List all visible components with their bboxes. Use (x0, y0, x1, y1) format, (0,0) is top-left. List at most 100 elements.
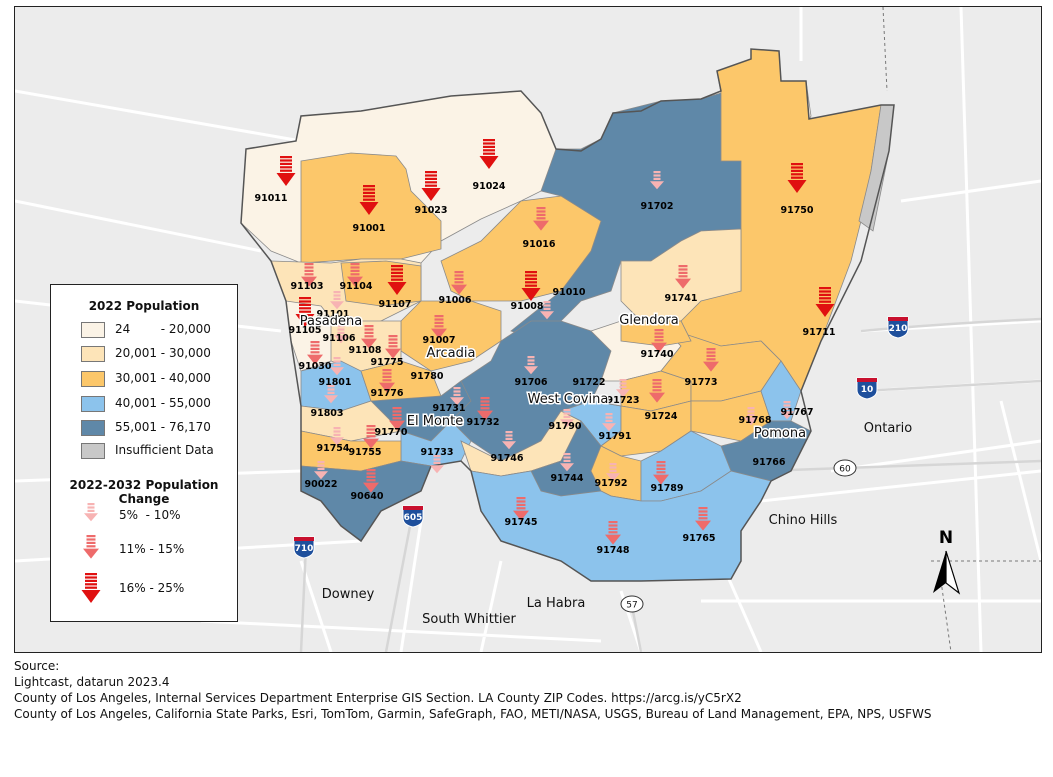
zip-label: 91007 (422, 335, 455, 346)
zip-label: 91755 (348, 447, 381, 458)
population-change-arrow-icon (524, 356, 538, 375)
city-label-el-monte: El Monte (407, 414, 463, 429)
map-legend: 2022 Population 24 - 20,000 20,001 - 30,… (50, 284, 238, 622)
population-change-arrow-icon (330, 427, 344, 446)
population-change-arrow-icon (314, 461, 328, 480)
source-line: County of Los Angeles, Internal Services… (14, 691, 742, 705)
population-change-arrow-icon (330, 357, 344, 376)
zip-label: 91773 (684, 377, 717, 388)
zip-label: 91023 (414, 205, 447, 216)
zip-label: 91103 (290, 281, 323, 292)
zip-label: 90640 (350, 491, 383, 502)
population-change-arrow-icon (324, 385, 338, 404)
population-change-arrow-icon (363, 469, 379, 493)
zip-label: 91106 (322, 333, 355, 344)
city-label-west-covina: West Covina (528, 392, 609, 407)
legend-class-label: 30,001 - 40,000 (115, 371, 211, 385)
shield-number: 605 (404, 513, 423, 523)
map-canvas: 91011 91001 91023 91024 91702 91750 9101… (15, 7, 1041, 652)
population-change-arrow-icon (653, 461, 669, 485)
zip-label: 91105 (288, 325, 321, 336)
legend-class-label: 24 - 20,000 (115, 322, 211, 336)
source-heading: Source: (14, 659, 60, 673)
population-change-arrow-icon (675, 265, 691, 289)
zip-label: 91744 (550, 473, 583, 484)
city-label-arcadia: Arcadia (427, 346, 476, 361)
zip-label: 91803 (310, 408, 343, 419)
population-change-arrow-icon (430, 455, 444, 474)
legend-class-label: 20,001 - 30,000 (115, 346, 211, 360)
zip-label: 91706 (514, 377, 547, 388)
zip-label: 91791 (598, 431, 631, 442)
population-change-arrow-icon (477, 397, 493, 421)
legend-change-title: 2022-2032 Population Change (69, 478, 219, 506)
zip-label: 91732 (466, 417, 499, 428)
city-halo: Arcadia (427, 346, 476, 361)
zip-label: 91107 (378, 299, 411, 310)
population-change-arrow-icon (602, 413, 616, 432)
north-arrow-icon: N (933, 528, 961, 595)
population-change-arrow-icon (703, 348, 719, 372)
legend-swatch (81, 420, 105, 436)
shield-number: 710 (295, 544, 314, 554)
zip-label: 91006 (438, 295, 471, 306)
zip-label: 91011 (254, 193, 287, 204)
city-halo: West Covina (528, 392, 609, 407)
zip-label: 91016 (522, 239, 555, 250)
legend-swatch (81, 346, 105, 362)
zip-label: 91740 (640, 349, 673, 360)
zip-label: 91741 (664, 293, 697, 304)
city-halo: Pomona (754, 426, 806, 441)
city-labels: Pasadena Pasadena Arcadia Arcadia Glendo… (298, 312, 912, 628)
population-change-arrow-icon (295, 297, 315, 327)
legend-class-label: Insufficient Data (115, 443, 214, 457)
population-change-arrow-icon (651, 329, 667, 353)
zip-label: 91104 (339, 281, 372, 292)
zip-label: 91790 (548, 421, 581, 432)
city-label-la-habra: La Habra (527, 596, 586, 611)
zip-label: 91750 (780, 205, 813, 216)
shield-number: 210 (889, 324, 908, 334)
interstate-shield-710: 710 (293, 536, 315, 559)
zip-label: 91722 (572, 377, 605, 388)
zip-label: 91765 (682, 533, 715, 544)
zip-label: 91801 (318, 377, 351, 388)
zip-label: 91711 (802, 327, 835, 338)
zip-label: 91770 (374, 427, 407, 438)
city-label-pomona: Pomona (754, 426, 806, 441)
population-change-arrow-icon (513, 497, 529, 521)
zip-label: 91746 (490, 453, 523, 464)
zip-label: 91768 (738, 415, 771, 426)
legend-population-title: 2022 Population (88, 299, 200, 313)
legend-swatch (81, 322, 105, 338)
zip-label: 91766 (752, 457, 785, 468)
zip-label: 91776 (370, 388, 403, 399)
population-change-arrow-icon (560, 409, 574, 428)
zip-labels: 91011 91001 91023 91024 91702 91750 9101… (254, 181, 835, 556)
shield-number: 57 (626, 601, 637, 611)
population-change-arrow-icon (787, 163, 807, 193)
zip-label: 91754 (316, 443, 349, 454)
legend-swatch (81, 371, 105, 387)
population-change-arrow-icon (301, 263, 317, 287)
region-outline (240, 48, 895, 582)
population-change-arrow-icon (431, 315, 447, 339)
population-change-arrow-icon (330, 291, 344, 310)
zip-label: 90022 (304, 479, 337, 490)
population-change-arrow-icon (815, 287, 835, 317)
population-change-arrow-icon (84, 503, 98, 522)
population-change-arrow-icon (387, 265, 407, 295)
legend-change-label: 11% - 15% (119, 542, 185, 556)
population-change-arrow-icon (379, 369, 395, 393)
population-change-arrow-icon (540, 301, 554, 320)
zip-label: 91008 (510, 301, 543, 312)
city-label-glendora: Glendora (619, 313, 678, 328)
source-line: Lightcast, datarun 2023.4 (14, 675, 170, 689)
population-change-arrow-icon (363, 425, 379, 449)
population-change-arrow-icon (83, 535, 99, 559)
zip-label: 91001 (352, 223, 385, 234)
zip-label: 91780 (410, 371, 443, 382)
zip-label: 91767 (780, 407, 813, 418)
population-change-arrow-icon (649, 379, 665, 403)
state-shield-57: 57 (620, 595, 644, 613)
